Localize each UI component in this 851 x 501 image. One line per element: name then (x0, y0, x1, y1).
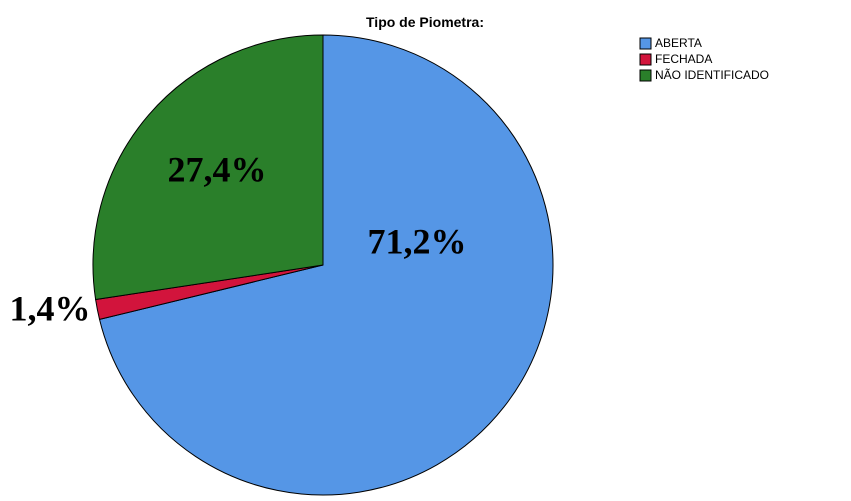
legend-label: ABERTA (655, 36, 702, 50)
value-label: 71,2% (368, 221, 467, 261)
chart-title: Tipo de Piometra: (366, 14, 484, 30)
legend-label: NÃO IDENTIFICADO (655, 68, 769, 82)
legend-swatch (639, 37, 652, 50)
pie-slice (98, 34, 554, 496)
legend-label: FECHADA (655, 52, 712, 66)
value-label: 27,4% (168, 149, 267, 189)
legend-swatch (639, 53, 652, 66)
pie-slice (92, 34, 324, 301)
legend-swatch (639, 69, 652, 82)
value-label: 1,4% (10, 288, 91, 328)
